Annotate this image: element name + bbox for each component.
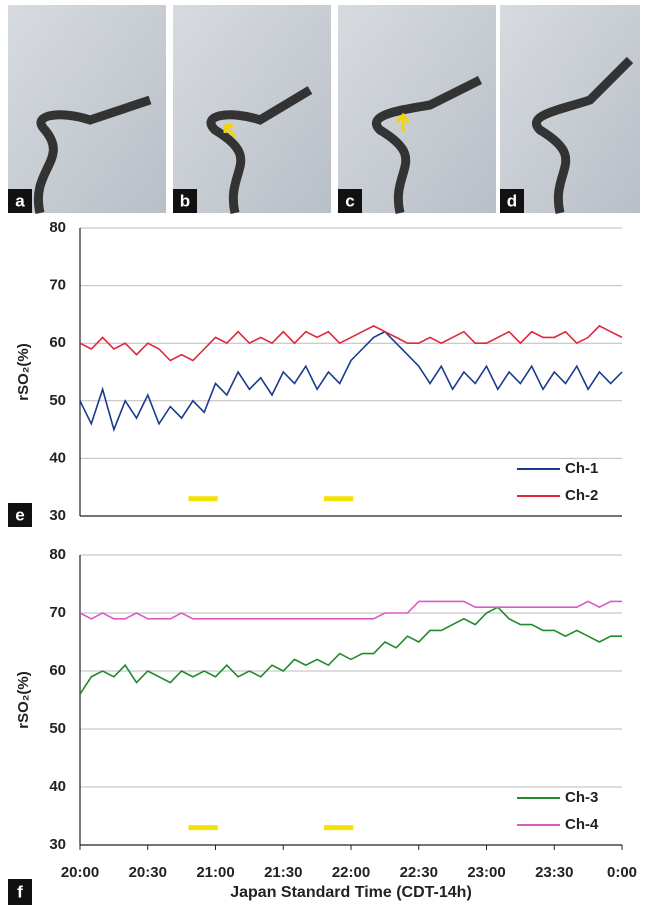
y-tick-label: 70: [49, 277, 66, 294]
x-tick-label: 20:30: [129, 864, 167, 881]
panel-label: c: [345, 191, 354, 210]
panel-label-box: [8, 503, 32, 527]
x-tick-label: 21:30: [264, 864, 302, 881]
arrow: [223, 123, 237, 138]
panel-label-box: [173, 189, 197, 213]
legend-label: Ch-4: [565, 816, 599, 833]
series-line: [79, 606, 622, 695]
legend-label: Ch-3: [565, 789, 598, 806]
y-axis-label: rSO₂(%): [15, 671, 32, 729]
series-line: [79, 600, 622, 620]
vessel: [372, 75, 483, 215]
y-tick-label: 50: [49, 720, 66, 737]
series-line: [79, 330, 623, 433]
y-tick-label: 60: [49, 334, 66, 351]
arrow: [395, 112, 411, 132]
y-tick-label: 80: [49, 219, 66, 236]
y-tick-label: 30: [49, 836, 66, 853]
x-tick-label: 20:00: [61, 864, 99, 881]
vessel: [206, 86, 313, 215]
panel-label-box: [338, 189, 362, 213]
legend-label: Ch-2: [565, 487, 598, 504]
panel-label: b: [180, 191, 190, 210]
panel-label: a: [15, 191, 25, 210]
panel-label-box: [500, 189, 524, 213]
y-tick-label: 30: [49, 507, 66, 524]
y-axis-label: rSO₂(%): [15, 343, 32, 401]
vessel: [532, 56, 634, 215]
x-tick-label: 22:00: [332, 864, 370, 881]
x-tick-label: 23:30: [535, 864, 573, 881]
y-tick-label: 50: [49, 392, 66, 409]
series-line: [79, 324, 623, 362]
angiogram-panels: a b c d e f: [8, 5, 640, 905]
x-tick-label: 21:00: [196, 864, 234, 881]
angiogram: [173, 5, 331, 213]
y-tick-label: 80: [49, 546, 66, 563]
y-tick-label: 60: [49, 662, 66, 679]
x-axis-label: Japan Standard Time (CDT-14h): [230, 884, 472, 901]
y-tick-label: 40: [49, 449, 66, 466]
panel-label: d: [507, 191, 517, 210]
panel-label-box: [8, 879, 32, 905]
vessel: [33, 95, 152, 215]
y-tick-label: 70: [49, 604, 66, 621]
angiogram: [8, 5, 166, 213]
x-tick-label: 0:00: [607, 864, 637, 881]
panel-label: e: [15, 505, 24, 524]
legend-label: Ch-1: [565, 460, 598, 477]
panel-label: f: [17, 882, 23, 901]
x-tick-label: 23:00: [467, 864, 505, 881]
panel-label-box: [8, 189, 32, 213]
y-tick-label: 40: [49, 778, 66, 795]
x-tick-label: 22:30: [400, 864, 438, 881]
